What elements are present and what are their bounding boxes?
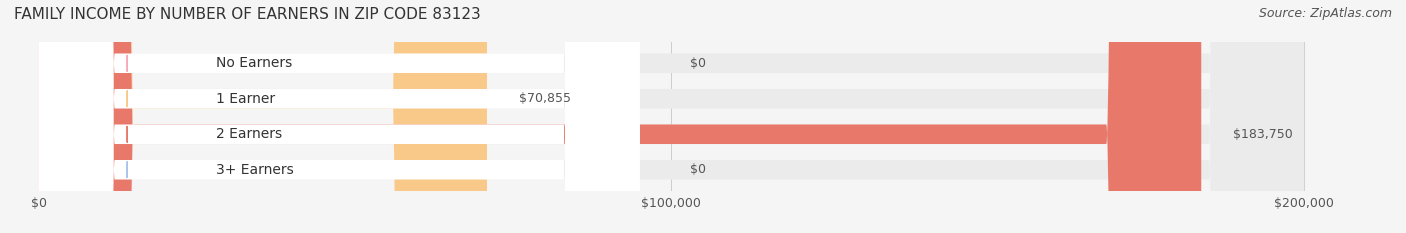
FancyBboxPatch shape: [39, 0, 1201, 233]
Text: Source: ZipAtlas.com: Source: ZipAtlas.com: [1258, 7, 1392, 20]
FancyBboxPatch shape: [39, 0, 640, 233]
Text: $0: $0: [690, 57, 706, 70]
Text: $70,855: $70,855: [519, 92, 571, 105]
FancyBboxPatch shape: [39, 0, 640, 233]
Text: No Earners: No Earners: [217, 56, 292, 70]
FancyBboxPatch shape: [39, 0, 1305, 233]
Text: $183,750: $183,750: [1233, 128, 1292, 141]
Text: $0: $0: [690, 163, 706, 176]
FancyBboxPatch shape: [39, 0, 486, 233]
FancyBboxPatch shape: [39, 0, 1305, 233]
Text: FAMILY INCOME BY NUMBER OF EARNERS IN ZIP CODE 83123: FAMILY INCOME BY NUMBER OF EARNERS IN ZI…: [14, 7, 481, 22]
Text: 1 Earner: 1 Earner: [217, 92, 276, 106]
FancyBboxPatch shape: [39, 0, 640, 233]
FancyBboxPatch shape: [39, 0, 640, 233]
FancyBboxPatch shape: [39, 0, 1305, 233]
Text: 2 Earners: 2 Earners: [217, 127, 283, 141]
FancyBboxPatch shape: [39, 0, 1305, 233]
Text: 3+ Earners: 3+ Earners: [217, 163, 294, 177]
